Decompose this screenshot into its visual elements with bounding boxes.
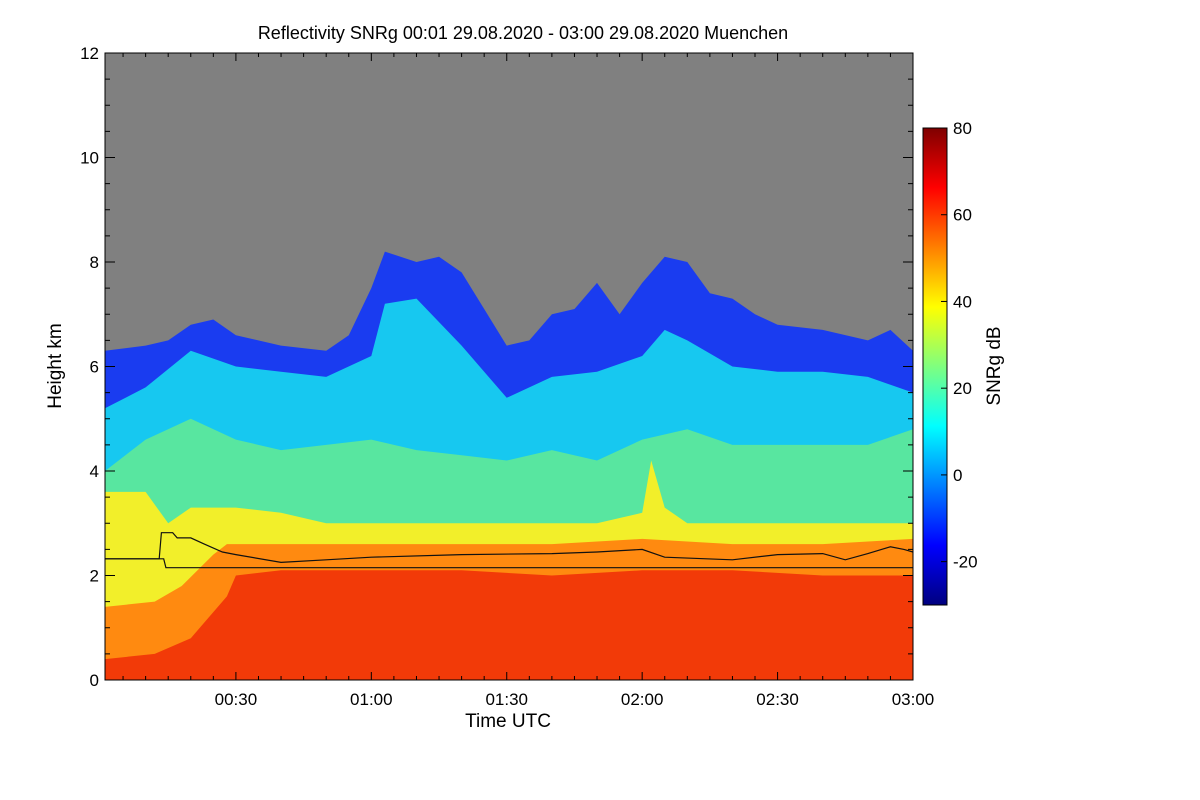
- colorbar-ticks: -20 0 20 40 60 80: [941, 119, 978, 572]
- y-tick-label: 0: [90, 671, 99, 690]
- y-axis-label: Height km: [45, 323, 66, 409]
- layer-red_65dB: [105, 570, 913, 680]
- x-tick-label: 01:00: [350, 690, 393, 709]
- colorbar-tick-label: 0: [953, 466, 962, 485]
- x-tick-label: 03:00: [892, 690, 935, 709]
- colorbar-tick-label: 40: [953, 292, 972, 311]
- y-tick-label: 8: [90, 253, 99, 272]
- line-lower: [105, 558, 913, 569]
- x-tick-label: 01:30: [485, 690, 528, 709]
- x-axis-label: Time UTC: [465, 711, 551, 732]
- x-tick-label: 02:30: [756, 690, 799, 709]
- colorbar-label: SNRg dB: [984, 326, 1005, 405]
- y-axis: 0 2 4 6 8 10 12: [80, 44, 913, 690]
- y-tick-label: 10: [80, 149, 99, 168]
- y-tick-label: 6: [90, 358, 99, 377]
- colorbar-tick-label: 20: [953, 379, 972, 398]
- y-tick-label: 12: [80, 44, 99, 63]
- colorbar-tick-label: -20: [953, 553, 978, 572]
- x-tick-label: 02:00: [621, 690, 664, 709]
- reflectivity-layers: [105, 251, 913, 680]
- y-tick-label: 2: [90, 567, 99, 586]
- chart-title: Reflectivity SNRg 00:01 29.08.2020 - 03:…: [258, 23, 788, 43]
- colorbar-bar: [922, 127, 948, 606]
- x-axis: 00:30 01:00 01:30 02:00 02:30 03:00: [122, 53, 935, 709]
- colorbar-tick-label: 60: [953, 206, 972, 225]
- colorbar-tick-label: 80: [953, 119, 972, 138]
- x-tick-label: 00:30: [215, 690, 258, 709]
- colorbar: -20 0 20 40 60 80: [922, 119, 978, 606]
- y-tick-label: 4: [90, 462, 99, 481]
- boundary-lines: [105, 532, 913, 569]
- plot-area: [105, 53, 913, 680]
- line-upper: [105, 532, 913, 564]
